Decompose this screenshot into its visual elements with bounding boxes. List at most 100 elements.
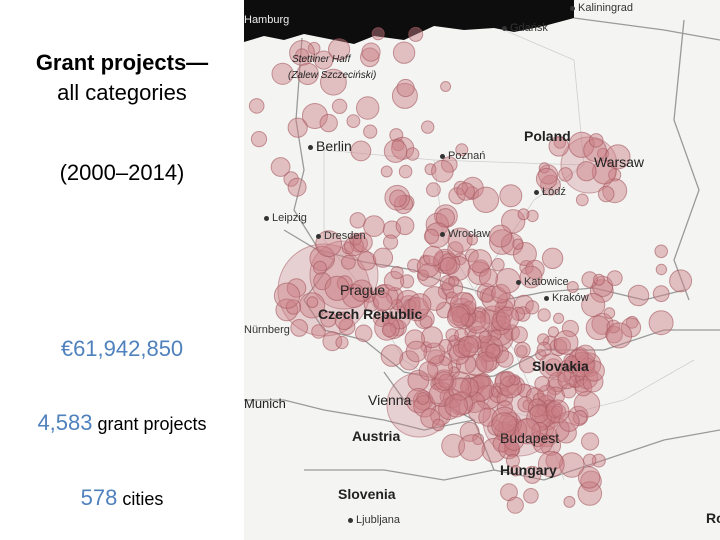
grant-bubble [319,113,338,133]
grant-bubble [457,335,479,358]
country-label-slovakia: Slovakia [532,358,589,374]
grant-bubble [523,465,542,484]
city-label-krakow: Kraków [544,292,589,304]
country-label-poland: Poland [524,128,571,144]
grant-bubble [287,117,308,138]
grant-bubble [541,247,564,269]
grant-bubble [455,143,469,157]
city-label-munich: Munich [244,396,286,411]
grant-bubble [534,376,551,392]
grant-bubble [250,131,268,148]
grant-bubble [558,167,573,182]
country-label-hungary: Hungary [500,462,557,478]
grant-bubble [553,330,579,355]
grant-bubble [581,271,599,288]
grant-bubble [341,254,356,270]
grant-bubble [331,98,348,115]
grant-bubble [519,265,543,289]
grant-bubble [447,227,473,253]
grant-bubble [496,400,513,417]
grant-bubble [399,350,420,371]
grant-bubble [349,212,366,229]
grant-bubble [396,78,415,98]
grant-bubble [551,405,563,417]
grant-bubble [597,185,615,203]
grant-bubble [380,344,404,367]
grant-bubble [476,335,504,362]
lagoon-label-polish: (Zalew Szczeciński) [288,70,377,81]
grant-bubble [472,433,485,446]
grant-bubble [408,26,424,42]
cities-count: 578 [80,485,118,510]
grant-bubble [389,189,407,208]
grant-bubble [422,245,444,267]
city-label-nurnberg: Nürnberg [244,324,290,336]
grant-bubble [270,157,291,177]
lagoon-label: Stettiner Haff [292,54,351,65]
city-label-warsaw: Warsaw [594,154,645,170]
grant-bubble [481,285,508,312]
grant-bubble [398,164,413,179]
grant-bubble [654,244,669,259]
grant-bubble [439,256,458,275]
country-label-czech-republic: Czech Republic [318,306,423,322]
grant-bubble [306,296,319,309]
grant-bubble [627,284,650,307]
grant-bubble [389,319,407,337]
grant-bubble [383,139,408,163]
grant-bubble [414,308,435,330]
grant-bubble [405,147,420,161]
grant-bubble [582,371,604,393]
grant-bubble [418,361,439,381]
grant-bubble [363,296,380,312]
grant-bubble [478,330,492,344]
grant-bubble [448,187,466,205]
grant-bubbles [248,26,693,514]
total-amount: €61,942,850 [60,336,184,361]
grant-bubble [438,373,453,389]
grant-bubble [526,209,539,223]
grant-bubble [489,224,513,248]
grant-bubble [540,434,562,456]
grant-bubble [669,269,693,293]
grant-bubble [454,328,469,343]
grant-bubble [328,38,351,61]
title-line-2: all categories [57,80,187,105]
grant-bubble [478,268,499,288]
grant-map[interactable]: Kaliningrad Gdańsk Poland Warsaw Berlin … [244,0,720,540]
map-canvas [244,0,720,514]
grant-bubble [581,432,600,451]
grant-bubble [417,269,429,282]
grant-bubble [531,422,549,439]
grant-bubble [485,343,501,359]
grant-bubble [517,396,534,413]
grant-bubble [535,167,558,190]
grant-bubble [525,259,545,280]
title-line-1: Grant projects— [35,50,209,75]
grant-bubble [447,241,464,258]
grant-bubble [313,272,332,291]
grant-bubble [315,230,342,258]
grant-bubble [324,275,350,301]
grant-bubble [491,258,505,272]
grant-bubble [506,496,524,514]
grant-bubble [503,429,525,451]
grant-bubble [392,41,416,64]
grant-bubble [420,408,441,429]
city-label-kaliningrad: Kaliningrad [570,2,633,14]
grant-bubble [518,355,537,374]
grant-bubble [350,140,372,162]
grant-bubble [510,465,522,477]
grant-bubble [363,215,385,238]
grant-bubble [514,341,531,359]
grant-bubble [299,292,326,319]
grant-bubble [348,232,362,246]
city-label-katowice: Katowice [516,276,569,288]
city-label-prague: Prague [340,282,386,298]
grant-bubble [296,62,319,86]
grant-bubble [446,306,470,329]
grant-bubble [334,311,354,331]
grant-bubble [575,193,589,207]
year-range: (2000–2014) [59,160,185,185]
grant-bubble [523,488,539,504]
